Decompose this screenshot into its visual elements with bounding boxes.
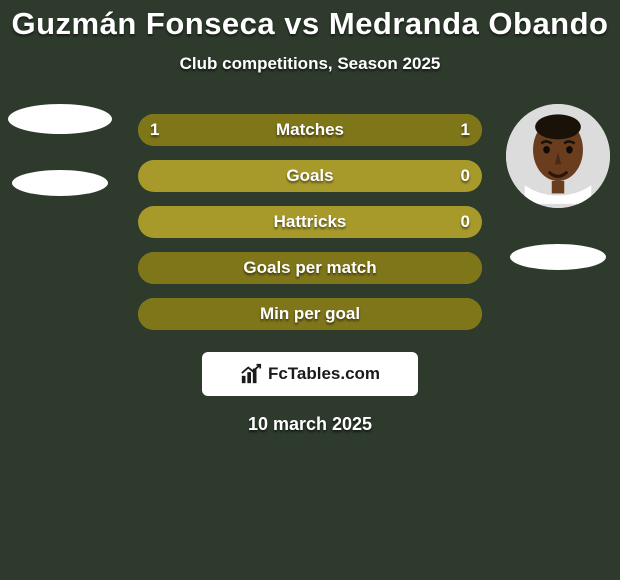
flag-left xyxy=(12,170,108,196)
page-title: Guzmán Fonseca vs Medranda Obando xyxy=(11,6,608,42)
stat-bar: 0Goals xyxy=(138,160,482,192)
date-label: 10 march 2025 xyxy=(248,414,372,435)
stat-bar: Min per goal xyxy=(138,298,482,330)
brand-badge[interactable]: FcTables.com xyxy=(202,352,418,396)
stat-bars: 11Matches0Goals0HattricksGoals per match… xyxy=(138,114,482,330)
face-icon xyxy=(506,104,610,208)
stat-bar: Goals per match xyxy=(138,252,482,284)
stat-right-value: 1 xyxy=(461,114,470,146)
stat-label: Goals xyxy=(138,160,482,192)
avatar-right xyxy=(506,104,610,208)
card: Guzmán Fonseca vs Medranda Obando Club c… xyxy=(0,0,620,580)
stat-bar: 0Hattricks xyxy=(138,206,482,238)
stat-right-value: 0 xyxy=(461,206,470,238)
player-left xyxy=(8,104,112,196)
player-right xyxy=(506,104,610,270)
stat-label: Hattricks xyxy=(138,206,482,238)
avatar-left xyxy=(8,104,112,134)
subtitle: Club competitions, Season 2025 xyxy=(180,54,441,74)
chart-icon xyxy=(240,363,262,385)
brand-text: FcTables.com xyxy=(268,364,380,384)
stat-left-value: 1 xyxy=(150,114,159,146)
stats-area: 11Matches0Goals0HattricksGoals per match… xyxy=(0,114,620,330)
stat-right-value: 0 xyxy=(461,160,470,192)
stat-bar: 11Matches xyxy=(138,114,482,146)
flag-right xyxy=(510,244,606,270)
